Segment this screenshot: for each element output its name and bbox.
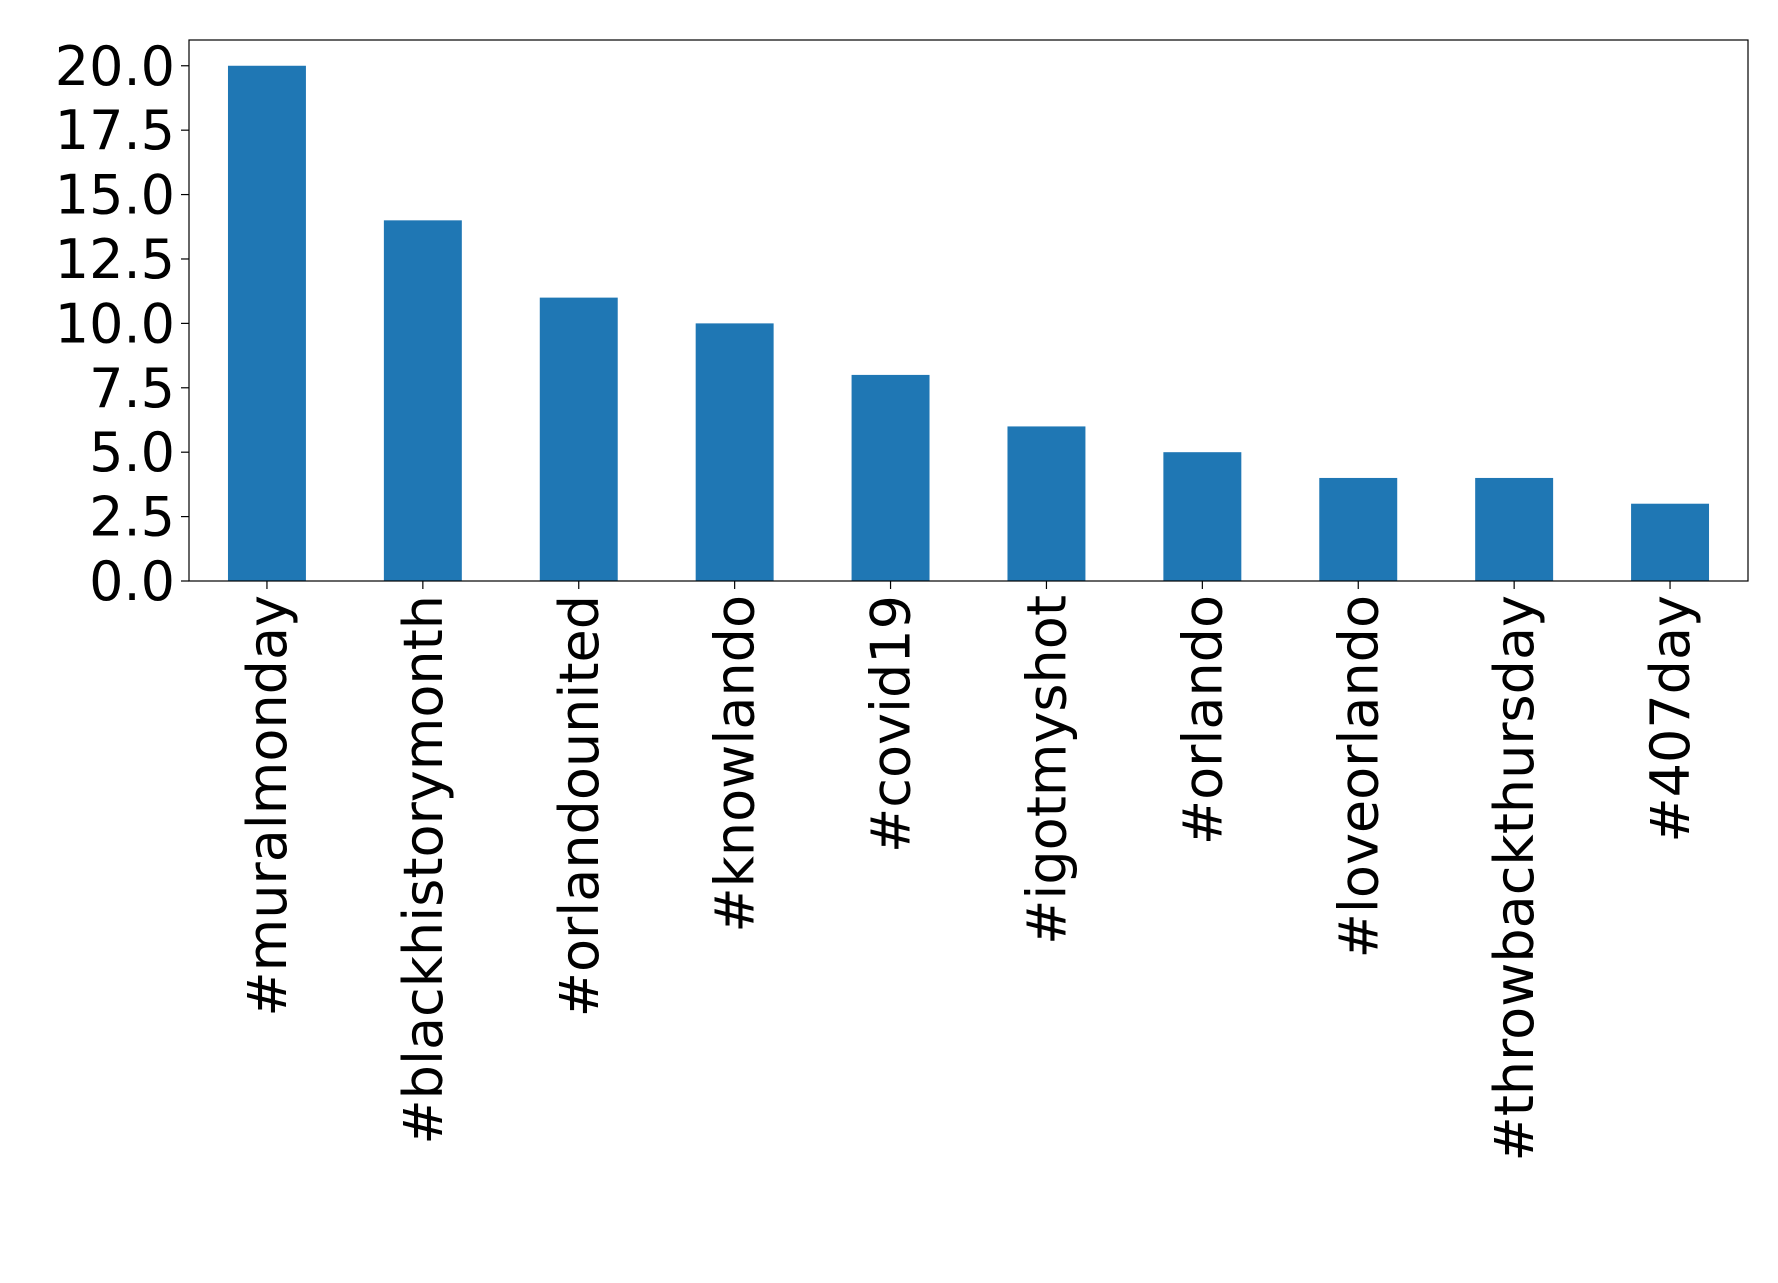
x-tick-label: #orlando <box>1171 595 1234 845</box>
y-tick-label: 7.5 <box>89 357 175 420</box>
bar <box>227 65 306 581</box>
y-tick-label: 0.0 <box>89 550 175 613</box>
x-tick-label: #loveorlando <box>1327 595 1390 958</box>
x-tick-label: #igotmyshot <box>1015 595 1078 945</box>
x-tick-label: #muralmonday <box>236 595 299 1017</box>
y-tick-label: 2.5 <box>89 486 175 549</box>
y-tick-label: 15.0 <box>55 164 175 227</box>
x-tick-label: #blackhistorymonth <box>392 595 455 1145</box>
plot-frame <box>188 39 1749 582</box>
bar <box>383 220 462 582</box>
y-tick-label: 5.0 <box>89 421 175 484</box>
x-tick-label: #407day <box>1639 595 1702 843</box>
y-tick-label: 17.5 <box>55 99 175 162</box>
x-tick-label: #throwbackthursday <box>1483 595 1546 1161</box>
y-tick-label: 10.0 <box>55 292 175 355</box>
bar <box>1475 477 1554 581</box>
y-tick-label: 12.5 <box>55 228 175 291</box>
bar <box>1319 477 1398 581</box>
bar <box>539 297 618 581</box>
bar <box>695 323 774 581</box>
bar <box>1007 426 1086 581</box>
bar <box>851 374 930 581</box>
x-tick-label: #knowlando <box>704 595 767 933</box>
y-tick-label: 20.0 <box>55 35 175 98</box>
x-tick-label: #orlandounited <box>548 595 611 1017</box>
bar <box>1631 503 1710 581</box>
bar <box>1163 452 1242 581</box>
x-tick-label: #covid19 <box>860 595 923 853</box>
